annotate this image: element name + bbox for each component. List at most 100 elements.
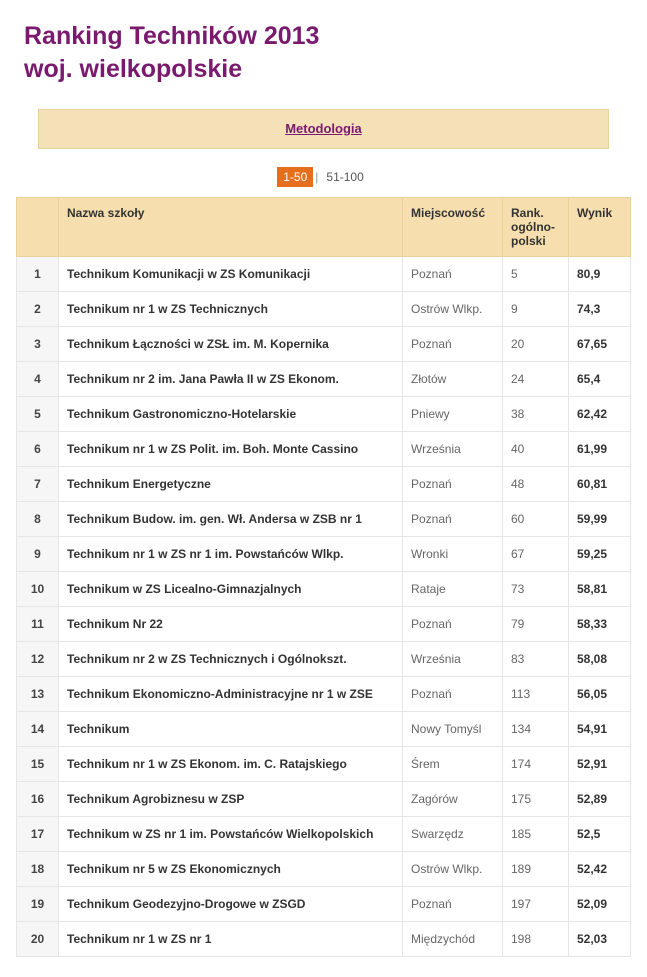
col-rank: Rank. ogólno-polski xyxy=(503,198,569,257)
cell-position: 8 xyxy=(17,502,59,537)
table-row: 10Technikum w ZS Licealno-GimnazjalnychR… xyxy=(17,572,631,607)
pager: 1-50|51-100 xyxy=(16,167,631,187)
cell-score: 74,3 xyxy=(569,292,631,327)
cell-rank: 48 xyxy=(503,467,569,502)
table-row: 6Technikum nr 1 w ZS Polit. im. Boh. Mon… xyxy=(17,432,631,467)
cell-name: Technikum nr 5 w ZS Ekonomicznych xyxy=(59,852,403,887)
cell-score: 52,09 xyxy=(569,887,631,922)
table-row: 18Technikum nr 5 w ZS EkonomicznychOstró… xyxy=(17,852,631,887)
cell-score: 52,91 xyxy=(569,747,631,782)
methodology-link[interactable]: Metodologia xyxy=(285,121,362,136)
cell-position: 9 xyxy=(17,537,59,572)
pager-next[interactable]: 51-100 xyxy=(320,167,369,187)
cell-city: Poznań xyxy=(403,257,503,292)
cell-city: Poznań xyxy=(403,467,503,502)
col-position xyxy=(17,198,59,257)
cell-score: 60,81 xyxy=(569,467,631,502)
col-name: Nazwa szkoły xyxy=(59,198,403,257)
table-row: 4Technikum nr 2 im. Jana Pawła II w ZS E… xyxy=(17,362,631,397)
col-score: Wynik xyxy=(569,198,631,257)
cell-city: Nowy Tomyśl xyxy=(403,712,503,747)
table-row: 15Technikum nr 1 w ZS Ekonom. im. C. Rat… xyxy=(17,747,631,782)
cell-rank: 134 xyxy=(503,712,569,747)
cell-city: Złotów xyxy=(403,362,503,397)
table-row: 12Technikum nr 2 w ZS Technicznych i Ogó… xyxy=(17,642,631,677)
cell-rank: 174 xyxy=(503,747,569,782)
table-row: 11Technikum Nr 22Poznań7958,33 xyxy=(17,607,631,642)
cell-rank: 185 xyxy=(503,817,569,852)
cell-city: Poznań xyxy=(403,502,503,537)
table-row: 17Technikum w ZS nr 1 im. Powstańców Wie… xyxy=(17,817,631,852)
cell-score: 67,65 xyxy=(569,327,631,362)
cell-position: 7 xyxy=(17,467,59,502)
cell-score: 54,91 xyxy=(569,712,631,747)
cell-city: Zagórów xyxy=(403,782,503,817)
cell-position: 16 xyxy=(17,782,59,817)
cell-position: 6 xyxy=(17,432,59,467)
cell-rank: 67 xyxy=(503,537,569,572)
cell-city: Wronki xyxy=(403,537,503,572)
cell-rank: 197 xyxy=(503,887,569,922)
cell-position: 14 xyxy=(17,712,59,747)
cell-name: Technikum nr 2 w ZS Technicznych i Ogóln… xyxy=(59,642,403,677)
cell-rank: 189 xyxy=(503,852,569,887)
pager-separator: | xyxy=(313,170,320,184)
cell-city: Ostrów Wlkp. xyxy=(403,852,503,887)
cell-score: 56,05 xyxy=(569,677,631,712)
table-row: 13Technikum Ekonomiczno-Administracyjne … xyxy=(17,677,631,712)
cell-score: 59,99 xyxy=(569,502,631,537)
table-row: 14TechnikumNowy Tomyśl13454,91 xyxy=(17,712,631,747)
cell-position: 3 xyxy=(17,327,59,362)
cell-position: 19 xyxy=(17,887,59,922)
cell-position: 11 xyxy=(17,607,59,642)
cell-rank: 73 xyxy=(503,572,569,607)
cell-city: Poznań xyxy=(403,607,503,642)
cell-city: Międzychód xyxy=(403,922,503,957)
cell-score: 59,25 xyxy=(569,537,631,572)
cell-rank: 79 xyxy=(503,607,569,642)
cell-name: Technikum Ekonomiczno-Administracyjne nr… xyxy=(59,677,403,712)
cell-position: 13 xyxy=(17,677,59,712)
cell-name: Technikum Łączności w ZSŁ im. M. Koperni… xyxy=(59,327,403,362)
cell-name: Technikum nr 1 w ZS Technicznych xyxy=(59,292,403,327)
cell-position: 5 xyxy=(17,397,59,432)
cell-city: Rataje xyxy=(403,572,503,607)
cell-name: Technikum w ZS nr 1 im. Powstańców Wielk… xyxy=(59,817,403,852)
cell-score: 52,5 xyxy=(569,817,631,852)
cell-city: Śrem xyxy=(403,747,503,782)
table-row: 7Technikum EnergetycznePoznań4860,81 xyxy=(17,467,631,502)
cell-position: 17 xyxy=(17,817,59,852)
cell-score: 52,03 xyxy=(569,922,631,957)
cell-city: Września xyxy=(403,642,503,677)
cell-name: Technikum w ZS Licealno-Gimnazjalnych xyxy=(59,572,403,607)
table-row: 20Technikum nr 1 w ZS nr 1Międzychód1985… xyxy=(17,922,631,957)
cell-rank: 20 xyxy=(503,327,569,362)
cell-position: 18 xyxy=(17,852,59,887)
table-row: 19Technikum Geodezyjno-Drogowe w ZSGDPoz… xyxy=(17,887,631,922)
col-city: Miejscowość xyxy=(403,198,503,257)
cell-position: 10 xyxy=(17,572,59,607)
cell-name: Technikum Energetyczne xyxy=(59,467,403,502)
cell-score: 62,42 xyxy=(569,397,631,432)
cell-rank: 9 xyxy=(503,292,569,327)
cell-city: Poznań xyxy=(403,887,503,922)
cell-name: Technikum Agrobiznesu w ZSP xyxy=(59,782,403,817)
cell-name: Technikum xyxy=(59,712,403,747)
cell-rank: 60 xyxy=(503,502,569,537)
cell-score: 65,4 xyxy=(569,362,631,397)
table-row: 8Technikum Budow. im. gen. Wł. Andersa w… xyxy=(17,502,631,537)
methodology-bar: Metodologia xyxy=(38,109,609,149)
cell-name: Technikum Geodezyjno-Drogowe w ZSGD xyxy=(59,887,403,922)
cell-rank: 83 xyxy=(503,642,569,677)
cell-score: 52,89 xyxy=(569,782,631,817)
cell-position: 15 xyxy=(17,747,59,782)
cell-city: Poznań xyxy=(403,677,503,712)
cell-name: Technikum Komunikacji w ZS Komunikacji xyxy=(59,257,403,292)
cell-name: Technikum Budow. im. gen. Wł. Andersa w … xyxy=(59,502,403,537)
cell-city: Ostrów Wlkp. xyxy=(403,292,503,327)
cell-name: Technikum nr 1 w ZS Polit. im. Boh. Mont… xyxy=(59,432,403,467)
table-row: 2Technikum nr 1 w ZS TechnicznychOstrów … xyxy=(17,292,631,327)
cell-name: Technikum nr 1 w ZS nr 1 im. Powstańców … xyxy=(59,537,403,572)
ranking-table: Nazwa szkoły Miejscowość Rank. ogólno-po… xyxy=(16,197,631,957)
page-title: Ranking Techników 2013 woj. wielkopolski… xyxy=(24,20,631,85)
